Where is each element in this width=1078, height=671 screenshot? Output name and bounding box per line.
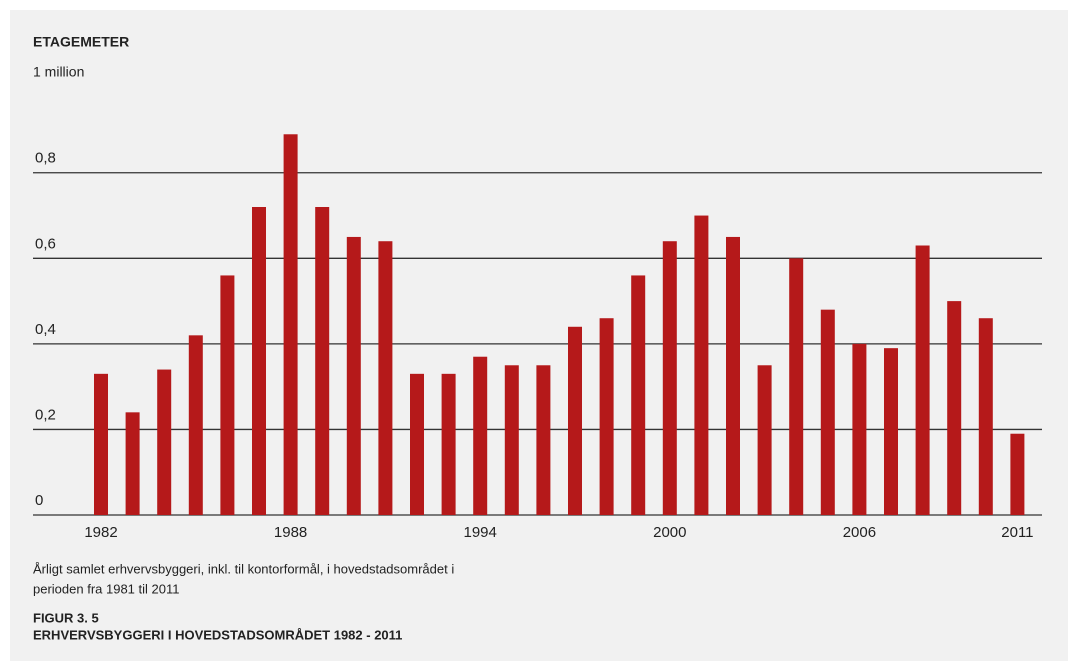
x-tick-label: 2011 (1001, 524, 1033, 541)
bar (125, 412, 140, 515)
y-tick-label: 0 (35, 492, 43, 509)
bar (473, 356, 488, 515)
y-tick-label: 0,2 (35, 406, 56, 423)
bar (378, 241, 393, 515)
y-tick-label: 0,4 (35, 321, 56, 338)
bar (631, 275, 646, 515)
caption-line: Årligt samlet erhvervsbyggeri, inkl. til… (33, 561, 454, 576)
bar (852, 343, 867, 515)
bar (820, 309, 835, 515)
bar (694, 215, 709, 516)
unit-label: 1 million (33, 64, 84, 80)
bar (252, 207, 266, 515)
bar (315, 207, 330, 515)
x-tick-label: 2000 (653, 524, 686, 541)
figure-label: FIGUR 3. 5 (33, 610, 99, 625)
x-tick-label: 1988 (274, 524, 307, 541)
x-tick-label: 1982 (84, 524, 117, 541)
bar (94, 373, 108, 515)
bar (662, 241, 677, 515)
caption-line: perioden fra 1981 til 2011 (33, 581, 179, 596)
bar (757, 365, 772, 515)
bar (188, 335, 203, 515)
background (10, 10, 1068, 661)
x-tick-label: 2006 (843, 524, 876, 541)
bar (441, 373, 456, 515)
bar (726, 236, 740, 515)
bar (915, 245, 930, 515)
bar (346, 236, 361, 515)
bar (504, 365, 519, 515)
chart-title: ERHVERVSBYGGERI I HOVEDSTADSOMRÅDET 1982… (33, 627, 402, 642)
bar (410, 373, 424, 515)
bar (947, 301, 962, 515)
x-tick-label: 1994 (464, 524, 497, 541)
bar (157, 369, 172, 515)
bar (220, 275, 235, 515)
y-tick-label: 0,6 (35, 235, 56, 252)
y-tick-label: 0,8 (35, 150, 56, 167)
bar (789, 258, 804, 515)
bar (283, 134, 298, 515)
bar (568, 326, 582, 515)
bar (536, 365, 551, 515)
bar (1010, 433, 1025, 515)
bar (978, 318, 993, 515)
bar (599, 318, 614, 515)
axis-title: ETAGEMETER (33, 34, 129, 50)
bar (884, 348, 898, 515)
